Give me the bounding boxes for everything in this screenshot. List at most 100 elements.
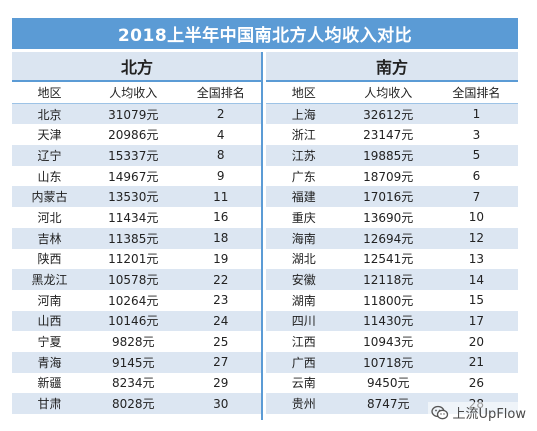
watermark-text: 上流UpFlow (452, 407, 526, 422)
north-region-title: 北方 (12, 52, 262, 82)
cell-income: 12118元 (341, 269, 435, 290)
table-row: 山西 10146元 24 (12, 310, 262, 332)
cell-region: 宁夏 (12, 331, 87, 352)
header-rank: 全国排名 (179, 82, 262, 104)
cell-income: 11800元 (341, 289, 435, 311)
table-row: 海南 12694元 12 (266, 227, 518, 249)
center-divider (261, 52, 263, 420)
table-row: 山东 14967元 9 (12, 165, 262, 187)
cell-rank: 3 (434, 124, 518, 146)
table-row: 河南 10264元 23 (12, 289, 262, 311)
table-row: 云南 9450元 26 (266, 372, 518, 394)
cell-rank: 27 (179, 351, 262, 373)
cell-rank: 18 (179, 227, 262, 249)
table-row: 新疆 8234元 29 (12, 372, 262, 394)
cell-rank: 9 (179, 165, 262, 187)
cell-income: 10943元 (341, 331, 435, 352)
watermark: 上流UpFlow (427, 402, 529, 423)
cell-rank: 23 (179, 289, 262, 311)
table-title: 2018上半年中国南北方人均收入对比 (12, 18, 518, 49)
cell-region: 湖南 (266, 289, 342, 311)
cell-region: 辽宁 (12, 145, 87, 166)
cell-region: 吉林 (12, 227, 87, 249)
cell-income: 11201元 (87, 248, 180, 270)
cell-rank: 11 (179, 186, 262, 208)
cell-region: 湖北 (266, 248, 342, 270)
north-table-body: 北京 31079元 2 天津 20986元 4 辽宁 15337元 8 山东 14967元 9 内蒙古 1… (12, 103, 262, 414)
south-table: 地区 人均收入 全国排名 上海 32612元 1 浙江 23147元 3 江苏 19885元 5… (266, 82, 518, 414)
cell-rank: 7 (434, 186, 518, 208)
cell-rank: 25 (179, 331, 262, 352)
cell-region: 重庆 (266, 207, 342, 228)
cell-income: 9145元 (87, 351, 180, 373)
cell-rank: 26 (434, 372, 518, 394)
cell-rank: 4 (179, 124, 262, 146)
cell-rank: 15 (434, 289, 518, 311)
cell-region: 河北 (12, 207, 87, 228)
cell-income: 10264元 (87, 289, 180, 311)
cell-rank: 19 (179, 248, 262, 270)
table-row: 广西 10718元 21 (266, 351, 518, 373)
cell-region: 陕西 (12, 248, 87, 270)
cell-income: 11430元 (341, 310, 435, 332)
cell-region: 江苏 (266, 145, 342, 166)
cell-region: 贵州 (266, 393, 342, 414)
cell-rank: 14 (434, 269, 518, 290)
south-table-body: 上海 32612元 1 浙江 23147元 3 江苏 19885元 5 广东 18709元 6 福建 17… (266, 103, 518, 414)
table-row: 重庆 13690元 10 (266, 207, 518, 228)
cell-income: 8234元 (87, 372, 180, 394)
cell-rank: 12 (434, 227, 518, 249)
cell-rank: 20 (434, 331, 518, 352)
table-row: 黑龙江 10578元 22 (12, 269, 262, 290)
cell-region: 云南 (266, 372, 342, 394)
cell-region: 天津 (12, 124, 87, 146)
table-row: 辽宁 15337元 8 (12, 145, 262, 166)
table-row: 吉林 11385元 18 (12, 227, 262, 249)
cell-income: 15337元 (87, 145, 180, 166)
table-row: 江西 10943元 20 (266, 331, 518, 352)
cell-income: 13530元 (87, 186, 180, 208)
south-panel: 南方 地区 人均收入 全国排名 上海 32612元 1 浙江 23147元 3 江苏 1988… (266, 52, 518, 414)
cell-rank: 16 (179, 207, 262, 228)
table-row: 甘肃 8028元 30 (12, 393, 262, 414)
table-row: 浙江 23147元 3 (266, 124, 518, 146)
cell-rank: 22 (179, 269, 262, 290)
table-row: 宁夏 9828元 25 (12, 331, 262, 352)
cell-region: 内蒙古 (12, 186, 87, 208)
cell-income: 11385元 (87, 227, 180, 249)
cell-income: 32612元 (341, 103, 435, 125)
cell-income: 11434元 (87, 207, 180, 228)
cell-rank: 21 (434, 351, 518, 373)
cell-income: 19885元 (341, 145, 435, 166)
table-row: 陕西 11201元 19 (12, 248, 262, 270)
cell-rank: 13 (434, 248, 518, 270)
cell-region: 甘肃 (12, 393, 87, 414)
table-row: 江苏 19885元 5 (266, 145, 518, 166)
cell-region: 河南 (12, 289, 87, 311)
header-rank: 全国排名 (434, 82, 518, 104)
cell-region: 上海 (266, 103, 342, 125)
table-row: 广东 18709元 6 (266, 165, 518, 187)
cell-region: 新疆 (12, 372, 87, 394)
cell-region: 山东 (12, 165, 87, 187)
cell-rank: 17 (434, 310, 518, 332)
table-row: 天津 20986元 4 (12, 124, 262, 146)
cell-region: 浙江 (266, 124, 342, 146)
cell-region: 四川 (266, 310, 342, 332)
cell-income: 14967元 (87, 165, 180, 187)
table-row: 湖南 11800元 15 (266, 289, 518, 311)
north-header-row: 地区 人均收入 全国排名 (12, 82, 262, 104)
cell-rank: 30 (179, 393, 262, 414)
header-income: 人均收入 (341, 82, 435, 104)
cell-income: 20986元 (87, 124, 180, 146)
table-row: 青海 9145元 27 (12, 351, 262, 373)
cell-region: 福建 (266, 186, 342, 208)
cell-region: 海南 (266, 227, 342, 249)
cell-region: 北京 (12, 103, 87, 125)
cell-income: 8747元 (341, 393, 435, 414)
cell-region: 安徽 (266, 269, 342, 290)
cell-rank: 24 (179, 310, 262, 332)
table-row: 贵州8747元28 (266, 393, 518, 414)
cell-region: 青海 (12, 351, 87, 373)
cell-income: 8028元 (87, 393, 180, 414)
